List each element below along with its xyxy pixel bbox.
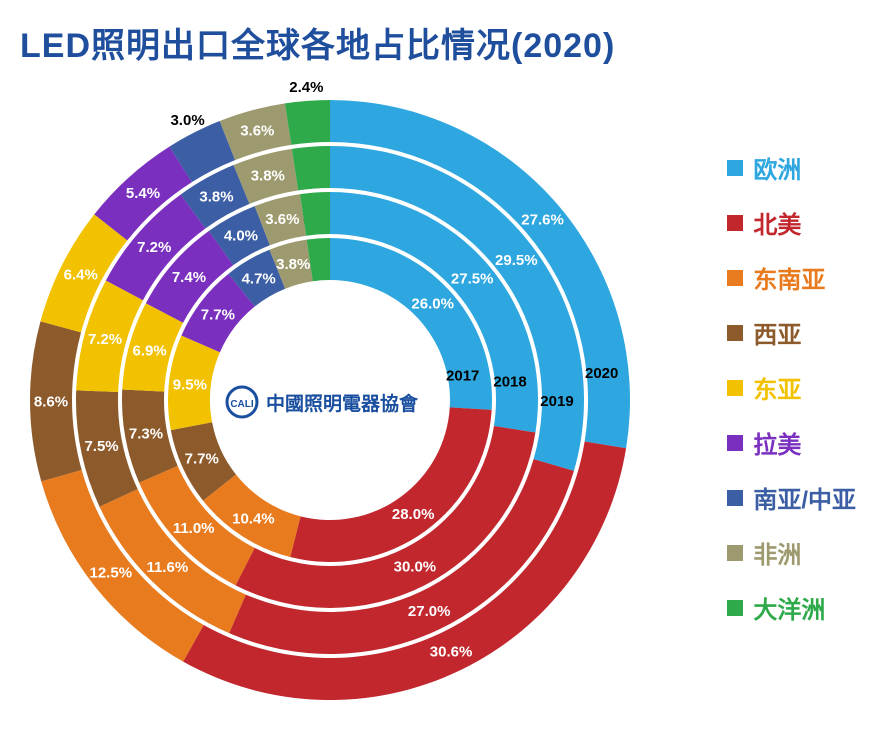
legend-label: 西亚 <box>753 315 801 350</box>
ring-year-label: 2018 <box>493 374 526 391</box>
svg-text:CALI: CALI <box>230 399 254 410</box>
pct-label: 9.5% <box>173 376 207 393</box>
legend-label: 东亚 <box>753 370 801 405</box>
chart-title: LED照明出口全球各地占比情况(2020) <box>20 18 615 67</box>
pct-label: 29.5% <box>495 252 538 269</box>
legend-item-africa: 非洲 <box>727 535 856 570</box>
legend-item-s_c_asia: 南亚/中亚 <box>727 480 856 515</box>
legend-swatch <box>727 270 743 286</box>
pct-label: 26.0% <box>411 295 454 312</box>
legend-item-north_america: 北美 <box>727 205 856 240</box>
pct-label: 30.6% <box>430 643 473 660</box>
pct-label: 10.4% <box>232 510 275 527</box>
legend-swatch <box>727 325 743 341</box>
slice-2020-oceania <box>285 100 330 145</box>
pct-label: 3.8% <box>276 256 310 273</box>
pct-label: 7.2% <box>88 331 122 348</box>
legend-swatch <box>727 600 743 616</box>
pct-label: 12.5% <box>90 565 133 582</box>
legend-swatch <box>727 160 743 176</box>
legend-swatch <box>727 490 743 506</box>
pct-label: 27.6% <box>521 211 564 228</box>
legend-swatch <box>727 545 743 561</box>
pct-label: 27.0% <box>408 603 451 620</box>
legend-label: 欧洲 <box>753 150 801 185</box>
ring-year-label: 2020 <box>585 365 618 382</box>
legend-item-west_asia: 西亚 <box>727 315 856 350</box>
pct-label: 3.8% <box>199 189 233 206</box>
ring-year-label: 2017 <box>446 367 479 384</box>
pct-label: 7.3% <box>129 425 163 442</box>
legend-label: 拉美 <box>753 425 801 460</box>
pct-label: 30.0% <box>394 559 437 576</box>
pct-label: 7.4% <box>172 269 206 286</box>
pct-label: 4.0% <box>224 228 258 245</box>
legend-item-latin_am: 拉美 <box>727 425 856 460</box>
pct-label: 4.7% <box>242 270 276 287</box>
center-text: 中國照明電器協會 <box>266 392 419 415</box>
legend-swatch <box>727 435 743 451</box>
legend-item-europe: 欧洲 <box>727 150 856 185</box>
pct-label: 3.8% <box>251 167 285 184</box>
pct-label: 8.6% <box>34 393 68 410</box>
pct-label: 28.0% <box>392 506 435 523</box>
pct-label: 3.0% <box>170 112 204 129</box>
pct-label: 7.2% <box>137 239 171 256</box>
pct-label: 11.6% <box>146 559 188 576</box>
pct-label: 6.9% <box>133 343 167 360</box>
pct-label: 6.4% <box>64 267 98 284</box>
donut-chart: 26.0%28.0%10.4%7.7%9.5%7.7%4.7%3.8%2.3%2… <box>10 80 650 720</box>
pct-label: 5.4% <box>126 185 160 202</box>
pct-label: 7.5% <box>84 438 118 455</box>
pct-label: 7.7% <box>185 451 219 468</box>
legend-swatch <box>727 215 743 231</box>
pct-label: 11.0% <box>173 520 215 537</box>
legend-swatch <box>727 380 743 396</box>
slice-2019-oceania <box>292 146 330 190</box>
legend-label: 非洲 <box>753 535 801 570</box>
legend-label: 大洋洲 <box>753 590 825 625</box>
pct-label: 3.6% <box>240 123 274 140</box>
ring-year-label: 2019 <box>540 393 573 410</box>
legend-item-oceania: 大洋洲 <box>727 590 856 625</box>
legend-item-se_asia: 东南亚 <box>727 260 856 295</box>
legend-label: 北美 <box>753 205 801 240</box>
pct-label: 7.7% <box>201 307 235 324</box>
pct-label: 2.4% <box>289 80 323 96</box>
legend-label: 南亚/中亚 <box>753 480 856 515</box>
legend-label: 东南亚 <box>753 260 825 295</box>
pct-label: 3.6% <box>265 211 299 228</box>
legend-item-east_asia: 东亚 <box>727 370 856 405</box>
pct-label: 27.5% <box>451 271 494 288</box>
legend: 欧洲北美东南亚西亚东亚拉美南亚/中亚非洲大洋洲 <box>727 150 856 645</box>
